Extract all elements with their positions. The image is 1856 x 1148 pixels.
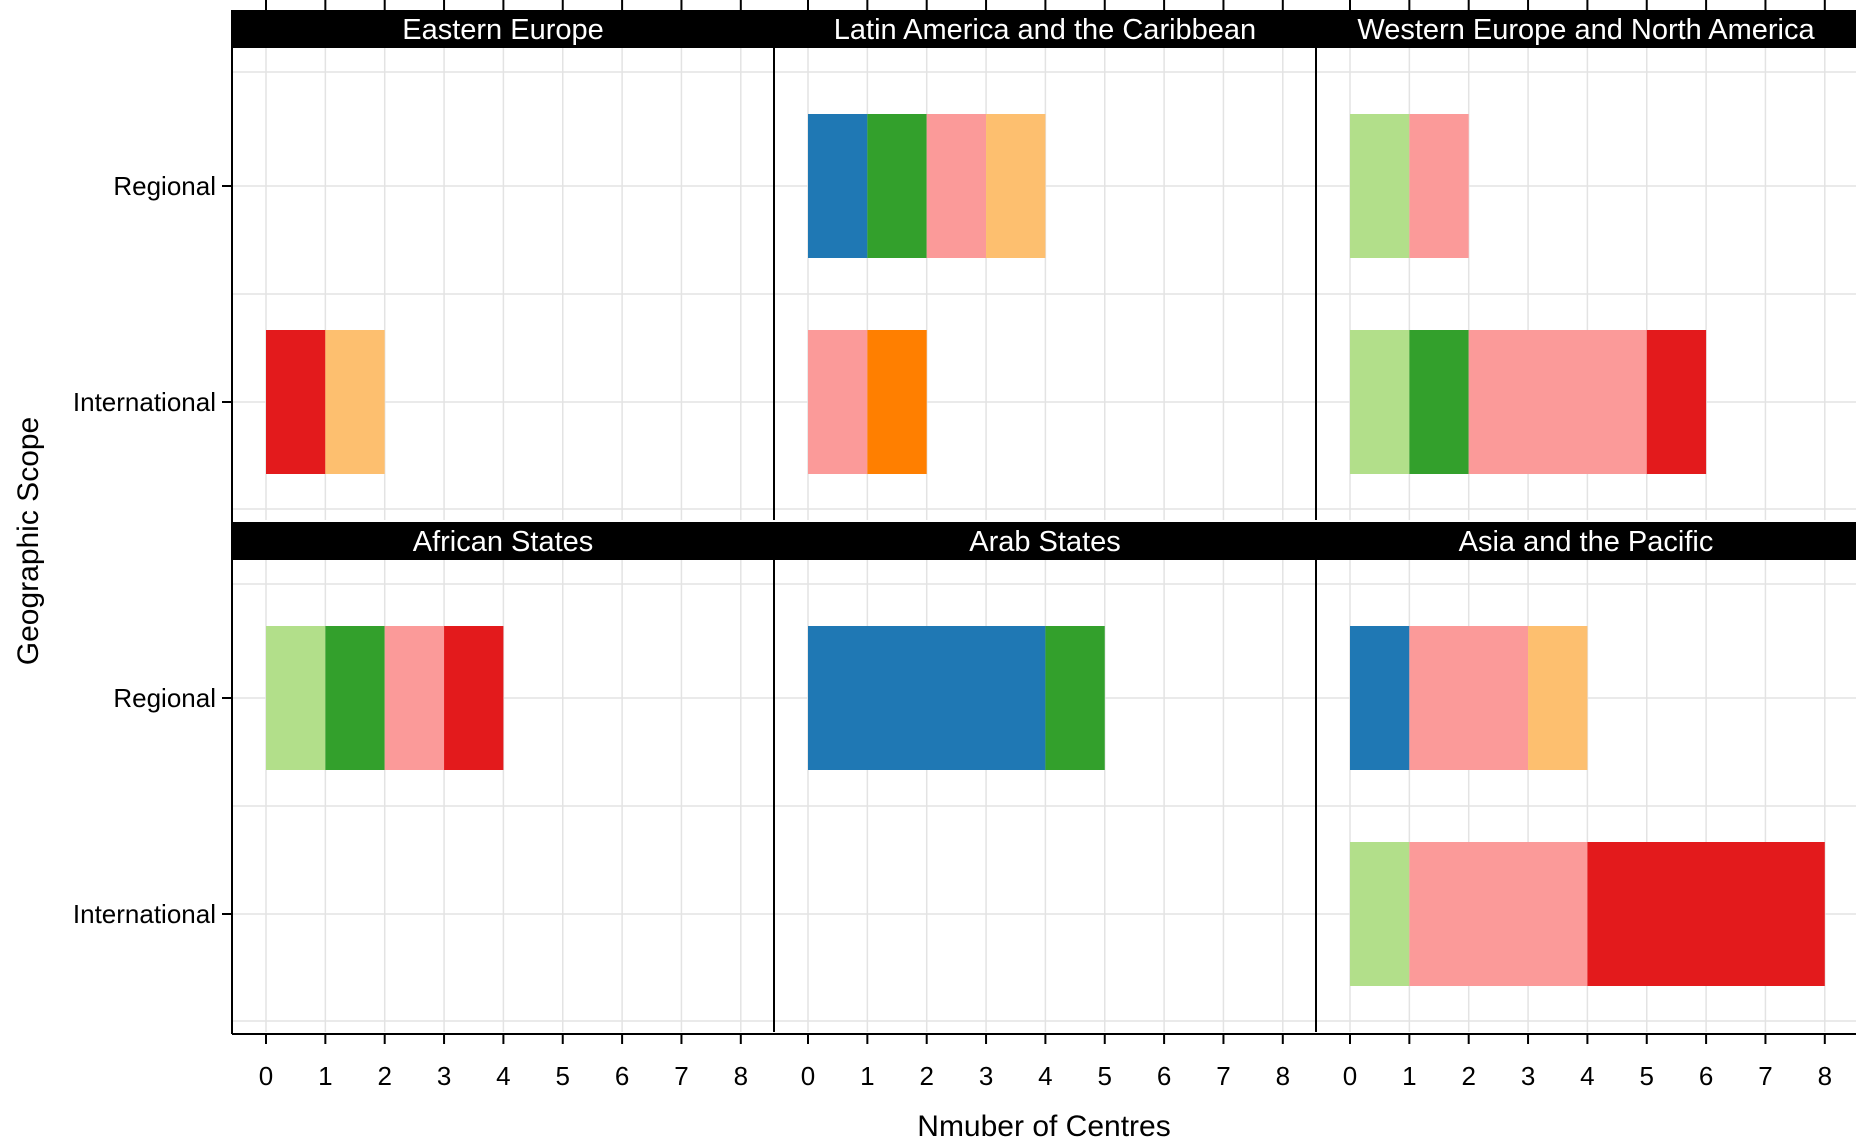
x-tick-label: 0 — [1343, 1061, 1357, 1091]
panel-african-states: African States — [232, 522, 774, 1032]
bar-segment-international — [1350, 330, 1410, 474]
bar-segment-international — [266, 330, 326, 474]
facet-strip — [232, 10, 774, 48]
bar-segment-international — [1350, 842, 1410, 986]
x-tick-label: 3 — [437, 1061, 451, 1091]
x-tick-label: 7 — [1758, 1061, 1772, 1091]
x-tick-label: 6 — [1157, 1061, 1171, 1091]
panel-asia-and-the-pacific: Asia and the Pacific — [1315, 522, 1856, 1032]
facet-strip — [774, 10, 1316, 48]
panel-arab-states: Arab States — [773, 522, 1316, 1032]
y-tick-label: Regional — [113, 171, 216, 201]
bar-segment-regional — [1409, 626, 1529, 770]
bar-segment-international — [1409, 330, 1469, 474]
x-tick-label: 8 — [1276, 1061, 1290, 1091]
x-tick-label: 1 — [1402, 1061, 1416, 1091]
bar-segment-regional — [1350, 626, 1410, 770]
facet-strip — [1316, 10, 1856, 48]
bar-segment-regional — [1350, 114, 1410, 258]
x-tick-label: 3 — [979, 1061, 993, 1091]
bar-segment-regional — [444, 626, 504, 770]
bar-segment-international — [867, 330, 927, 474]
x-tick-label: 5 — [1640, 1061, 1654, 1091]
bar-segment-regional — [808, 114, 868, 258]
panel-latin-america-and-the-caribbean: Latin America and the Caribbean — [773, 10, 1316, 520]
facet-strip — [774, 522, 1316, 560]
x-tick-label: 0 — [259, 1061, 273, 1091]
bar-segment-regional — [1045, 626, 1105, 770]
x-tick-label: 4 — [1580, 1061, 1594, 1091]
y-tick-label: Regional — [113, 683, 216, 713]
bar-segment-regional — [808, 626, 1046, 770]
x-axis-title: Nmuber of Centres — [917, 1110, 1170, 1143]
bar-segment-international — [325, 330, 385, 474]
x-tick-label: 4 — [496, 1061, 510, 1091]
panel-eastern-europe: Eastern Europe — [232, 10, 774, 520]
facet-title: Latin America and the Caribbean — [834, 14, 1256, 46]
bar-segment-international — [808, 330, 868, 474]
x-tick-label: 2 — [919, 1061, 933, 1091]
y-tick-label: International — [73, 899, 216, 929]
facet-title: Eastern Europe — [402, 14, 604, 46]
bar-segment-international — [1646, 330, 1707, 474]
y-tick-label: International — [73, 387, 216, 417]
facet-strip — [1316, 522, 1856, 560]
x-tick-label: 3 — [1521, 1061, 1535, 1091]
x-tick-label: 1 — [318, 1061, 332, 1091]
bar-segment-regional — [1409, 114, 1469, 258]
facet-title: Arab States — [969, 526, 1121, 558]
facet-title: Asia and the Pacific — [1459, 526, 1714, 558]
x-tick-label: 6 — [1699, 1061, 1713, 1091]
bar-segment-regional — [986, 114, 1046, 258]
bar-segment-regional — [266, 626, 326, 770]
bar-segment-international — [1587, 842, 1825, 986]
x-tick-label: 2 — [1461, 1061, 1475, 1091]
y-axis-title: Geographic Scope — [12, 417, 45, 666]
x-tick-label: 1 — [860, 1061, 874, 1091]
bar-segment-regional — [926, 114, 987, 258]
facet-title: African States — [413, 526, 594, 558]
facet-strip — [232, 522, 774, 560]
x-tick-label: 8 — [1818, 1061, 1832, 1091]
x-tick-label: 5 — [556, 1061, 570, 1091]
bar-segment-international — [1409, 842, 1588, 986]
x-tick-label: 7 — [1216, 1061, 1230, 1091]
bar-segment-regional — [1528, 626, 1588, 770]
bar-segment-regional — [325, 626, 385, 770]
panel-western-europe-and-north-america: Western Europe and North America — [1315, 10, 1856, 520]
x-tick-label: 5 — [1098, 1061, 1112, 1091]
facet-title: Western Europe and North America — [1357, 14, 1815, 46]
bar-segment-regional — [384, 626, 445, 770]
x-tick-label: 0 — [801, 1061, 815, 1091]
x-tick-label: 7 — [674, 1061, 688, 1091]
x-tick-label: 2 — [377, 1061, 391, 1091]
x-tick-label: 6 — [615, 1061, 629, 1091]
bar-segment-regional — [867, 114, 927, 258]
x-tick-label: 4 — [1038, 1061, 1052, 1091]
x-tick-label: 8 — [734, 1061, 748, 1091]
bar-segment-international — [1468, 330, 1647, 474]
